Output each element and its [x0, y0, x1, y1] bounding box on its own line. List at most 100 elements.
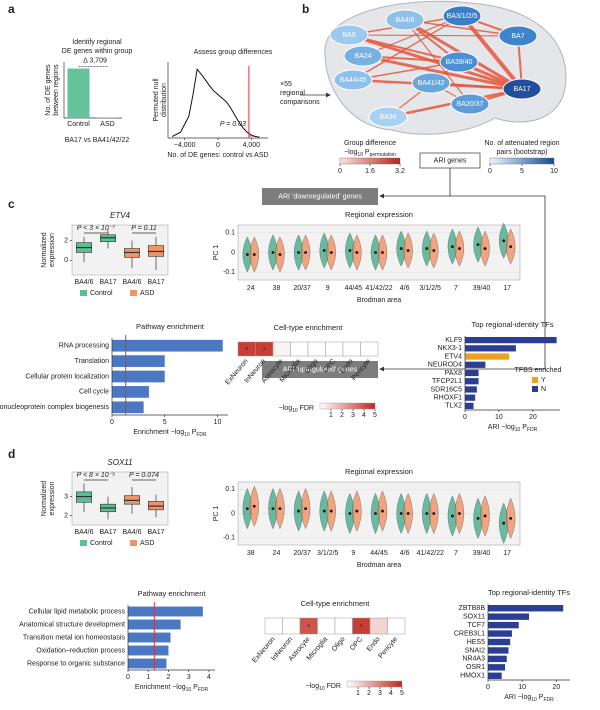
- x-tick-label: BA4/6: [122, 279, 141, 286]
- x-axis-label: ARI −log10 PFDR: [504, 694, 554, 703]
- y-tick-label: 3: [64, 493, 68, 500]
- legend-label: Control: [90, 540, 113, 547]
- bar: [488, 605, 564, 612]
- colorbar-label: 3: [378, 690, 382, 697]
- x-axis-label-part: P: [520, 424, 527, 431]
- legend-label: ASD: [140, 540, 154, 547]
- node-label: BA20/37: [457, 101, 484, 108]
- node-label: BA44/45: [340, 77, 367, 84]
- median-point: [245, 507, 249, 511]
- x-axis-label-part: Enrichment −log: [135, 684, 186, 691]
- bar: [465, 345, 516, 352]
- bar: [67, 68, 90, 118]
- legend-title-part: −log: [306, 683, 320, 690]
- panel-label: a: [8, 2, 15, 16]
- x-tick-label: 24: [273, 550, 281, 557]
- median-point: [425, 247, 429, 250]
- x-tick-label: 9: [326, 285, 330, 292]
- median-point: [399, 512, 403, 515]
- chart-title: Regional expression: [345, 210, 413, 219]
- median-point: [374, 251, 377, 254]
- heat-cell: [325, 341, 344, 357]
- bar: [96, 117, 119, 118]
- node-label: BA3/1/2/5: [447, 13, 478, 20]
- bar: [465, 361, 486, 368]
- colorbar-label: 1.6: [365, 168, 375, 175]
- median-point: [271, 507, 275, 511]
- network-node: [411, 72, 451, 94]
- network-node: [368, 106, 408, 128]
- colorbar-label: 2: [340, 412, 344, 419]
- colorbar-label: 5: [520, 168, 524, 175]
- bar: [112, 370, 165, 383]
- median-point: [278, 507, 282, 511]
- network-node: [502, 78, 542, 100]
- x-axis-label: Enrichment −log10 PFDR: [135, 684, 209, 693]
- x-tick-label: 0: [126, 674, 130, 681]
- flow-box: [262, 188, 378, 205]
- y-tick-label: TFCP2L1: [432, 378, 462, 385]
- y-tick-label: SDR16C5: [430, 386, 462, 393]
- y-tick-label: TLX2: [445, 403, 462, 410]
- x-tick-label: 20/37: [293, 550, 311, 557]
- x-axis-label-part: P: [191, 684, 198, 691]
- network-node: [343, 45, 383, 67]
- legend-subtitle-part: permutation: [370, 152, 397, 158]
- legend-label: ASD: [140, 290, 154, 297]
- y-tick-label: Oxidation–reduction process: [36, 647, 125, 654]
- median-point: [245, 253, 249, 256]
- panel-label: c: [8, 197, 15, 211]
- legend-subtitle-part: P: [363, 149, 370, 156]
- panel-label: d: [8, 447, 15, 461]
- y-tick-label: 2: [64, 238, 68, 245]
- colorbar: [346, 680, 403, 688]
- heat-cell: [282, 617, 301, 635]
- y-tick-label: Transition metal ion homeostasis: [23, 634, 126, 641]
- x-tick-label: 10: [214, 419, 222, 426]
- network-node: [385, 9, 425, 31]
- node-label: BA17: [513, 86, 530, 93]
- median-point: [451, 514, 454, 518]
- chart-title: Pathway enrichment: [136, 322, 205, 331]
- bar: [488, 613, 529, 620]
- median-point: [297, 509, 300, 513]
- node-label: BA38: [379, 114, 396, 121]
- y-tick-label: 2: [64, 512, 68, 519]
- median-point: [476, 243, 480, 247]
- x-tick-label: ASD: [100, 121, 114, 128]
- x-axis-label: No. of DE genes: control vs ASD: [167, 152, 268, 159]
- chart-title: Cell-type enrichment: [274, 323, 344, 332]
- y-tick-label: Anatomical structure development: [19, 621, 125, 628]
- chart-title: DE genes within group: [62, 48, 133, 55]
- median-point: [483, 514, 487, 518]
- network-edge: [348, 34, 519, 37]
- median-point: [483, 247, 487, 250]
- heat-cell: [307, 341, 326, 357]
- median-point: [271, 251, 275, 254]
- y-tick-label: 0: [64, 257, 68, 264]
- colorbar-label: 5: [400, 690, 404, 697]
- y-tick-label: RNA processing: [59, 343, 109, 350]
- bar: [488, 672, 502, 679]
- legend-title: No. of attenuated region: [484, 140, 559, 147]
- median-point: [458, 247, 461, 250]
- colorbar: [489, 157, 555, 165]
- x-tick-label: 9: [351, 550, 355, 557]
- x-tick-label: 20: [552, 684, 560, 691]
- x-tick-label: 20: [529, 414, 537, 421]
- node-label: BA4/6: [395, 17, 414, 24]
- median-point: [297, 251, 300, 254]
- y-tick-label: PAX8: [445, 370, 462, 377]
- legend-title: −log10 FDR: [279, 405, 314, 414]
- median-point: [304, 507, 307, 511]
- x-tick-label: BA17: [147, 529, 164, 536]
- x-tick-label: 44/45: [370, 550, 388, 557]
- bar: [465, 402, 474, 410]
- legend-title-part: FDR: [325, 683, 341, 690]
- chart-title: SOX11: [107, 458, 132, 467]
- x-tick-label: 39/40: [473, 285, 491, 292]
- network-node: [439, 51, 479, 73]
- colorbar-label: 0: [338, 168, 342, 175]
- median-point: [348, 249, 352, 252]
- legend-label: N: [541, 386, 546, 393]
